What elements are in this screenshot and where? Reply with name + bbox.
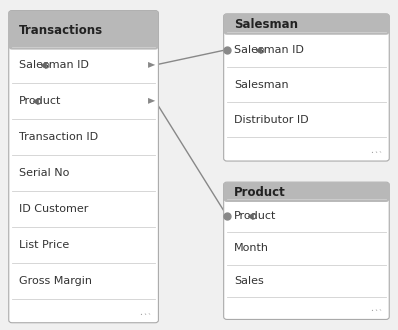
- Text: ⋰: ⋰: [138, 308, 150, 320]
- Text: Month: Month: [234, 243, 269, 253]
- Bar: [227, 25, 386, 32]
- Text: ID Customer: ID Customer: [19, 204, 88, 214]
- Text: Product: Product: [234, 211, 276, 221]
- FancyBboxPatch shape: [224, 182, 389, 202]
- FancyBboxPatch shape: [224, 14, 389, 161]
- FancyBboxPatch shape: [9, 11, 158, 323]
- Bar: [12, 32, 155, 47]
- FancyBboxPatch shape: [224, 182, 389, 319]
- Text: List Price: List Price: [19, 240, 69, 249]
- Text: Product: Product: [19, 96, 61, 106]
- Text: Transactions: Transactions: [19, 23, 103, 37]
- Text: Sales: Sales: [234, 276, 264, 286]
- Text: Distributor ID: Distributor ID: [234, 115, 309, 125]
- FancyBboxPatch shape: [9, 11, 158, 50]
- Polygon shape: [148, 98, 155, 104]
- Text: Salesman: Salesman: [234, 18, 298, 31]
- Text: ⋰: ⋰: [369, 305, 381, 317]
- Text: Product: Product: [234, 185, 286, 199]
- Text: Serial No: Serial No: [19, 168, 70, 178]
- Text: Salesman: Salesman: [234, 80, 289, 90]
- Text: Transaction ID: Transaction ID: [19, 132, 98, 142]
- Polygon shape: [148, 62, 155, 68]
- Text: Salesman ID: Salesman ID: [19, 60, 89, 70]
- Text: Gross Margin: Gross Margin: [19, 276, 92, 285]
- Text: ⋰: ⋰: [369, 146, 381, 159]
- Text: Salesman ID: Salesman ID: [234, 45, 304, 55]
- FancyBboxPatch shape: [224, 14, 389, 35]
- Bar: [227, 193, 386, 199]
